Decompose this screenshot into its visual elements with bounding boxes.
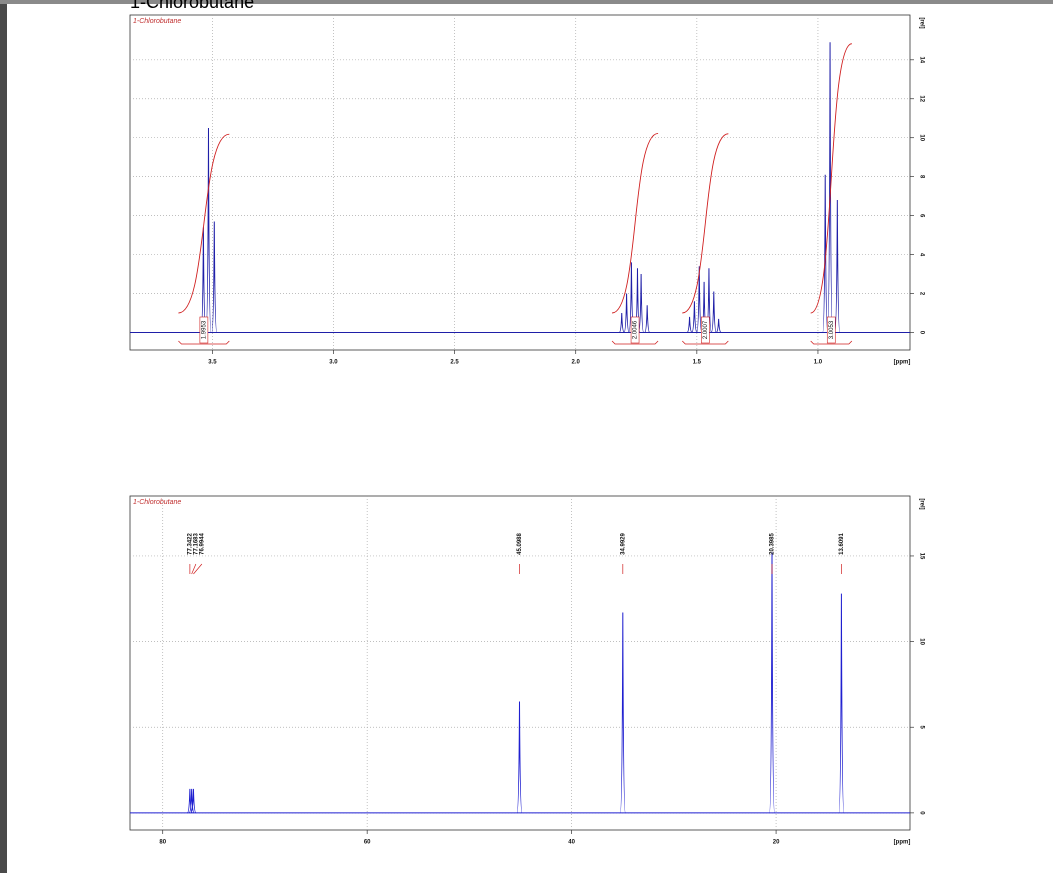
- left-border: [0, 0, 7, 873]
- peak: [623, 293, 630, 333]
- integral-label: 2.0007: [703, 320, 709, 339]
- peak: [190, 788, 197, 814]
- integral-label-box: [701, 316, 710, 344]
- y-tick-label: 4: [918, 253, 924, 257]
- integral-bracket: [810, 340, 853, 345]
- peak: [618, 312, 625, 333]
- peak: [644, 305, 651, 333]
- x-tick-label: 60: [364, 840, 371, 846]
- peak: [619, 612, 626, 814]
- x-tick-label: 80: [159, 840, 166, 846]
- y-tick-label: 0: [918, 331, 924, 335]
- x-tick-label: 40: [568, 840, 575, 846]
- peak: [186, 788, 193, 814]
- panel-title: 1-Chlorobutane: [133, 18, 181, 25]
- x-tick-label: 3.5: [208, 360, 217, 366]
- x-tick-label: 3.0: [329, 360, 338, 366]
- x-tick-label: 1.0: [814, 360, 823, 366]
- peak-label: 77.3422: [187, 533, 193, 555]
- integral-bracket: [682, 340, 729, 345]
- peak: [211, 221, 218, 333]
- integral-label: 2.0046: [633, 320, 639, 339]
- y-tick-label: 5: [918, 726, 924, 730]
- peak-label: 34.9929: [620, 533, 626, 555]
- panel-title: 1-Chlorobutane: [133, 499, 181, 506]
- peak-label: 13.6091: [839, 533, 845, 555]
- peak: [205, 127, 212, 333]
- x-tick-label: 20: [773, 840, 780, 846]
- y-tick-label: 6: [918, 214, 924, 218]
- plot-frame: [129, 495, 911, 831]
- peak: [516, 701, 523, 814]
- integral-label: 1.9953: [201, 320, 207, 339]
- integral-curve: [682, 133, 729, 314]
- y-tick-label: 2: [918, 292, 924, 296]
- peak: [696, 266, 703, 333]
- integral-curve: [178, 133, 230, 314]
- peak: [715, 318, 722, 333]
- peak: [691, 301, 698, 333]
- peak: [827, 42, 834, 333]
- peak: [769, 552, 776, 814]
- y-tick-label: 10: [918, 134, 924, 141]
- x-tick-label: 2.0: [572, 360, 581, 366]
- plot-frame: [129, 14, 911, 351]
- x-tick-label: 2.5: [450, 360, 459, 366]
- y-tick-label: 14: [918, 56, 924, 63]
- integral-curve: [810, 43, 853, 314]
- peak-label-leader: [191, 563, 197, 575]
- x-axis-label: [ppm]: [894, 360, 911, 366]
- peak: [838, 593, 845, 814]
- y-tick-label: 8: [918, 175, 924, 179]
- peak: [188, 788, 195, 814]
- integral-curve: [611, 132, 659, 314]
- page-title: 1-Chlorobutane: [130, 0, 254, 12]
- x-axis-label: [ppm]: [894, 840, 911, 846]
- integral-label: 3.0053: [829, 320, 835, 339]
- peak: [834, 200, 841, 333]
- peak-label: 45.0988: [517, 533, 523, 555]
- peak: [638, 274, 645, 333]
- peak-label: 77.1683: [193, 533, 199, 555]
- y-tick-label: 15: [918, 553, 924, 560]
- peak-label: 76.9944: [199, 533, 205, 555]
- top-border: [0, 0, 1053, 4]
- y-axis-label: [rel]: [918, 17, 924, 28]
- x-tick-label: 1.5: [693, 360, 702, 366]
- y-tick-label: 12: [918, 95, 924, 102]
- y-axis-label: [rel]: [918, 498, 924, 509]
- peak-label-leader: [193, 563, 203, 575]
- integral-label-box: [199, 316, 209, 344]
- peak-label: 20.3985: [770, 533, 776, 555]
- integral-label-box: [826, 316, 836, 344]
- integral-label-box: [630, 316, 640, 344]
- y-tick-label: 10: [918, 638, 924, 645]
- peak: [686, 316, 693, 333]
- integral-bracket: [178, 340, 230, 345]
- peak: [710, 291, 717, 333]
- integral-bracket: [611, 340, 659, 345]
- y-tick-label: 0: [918, 811, 924, 815]
- peak: [822, 174, 829, 333]
